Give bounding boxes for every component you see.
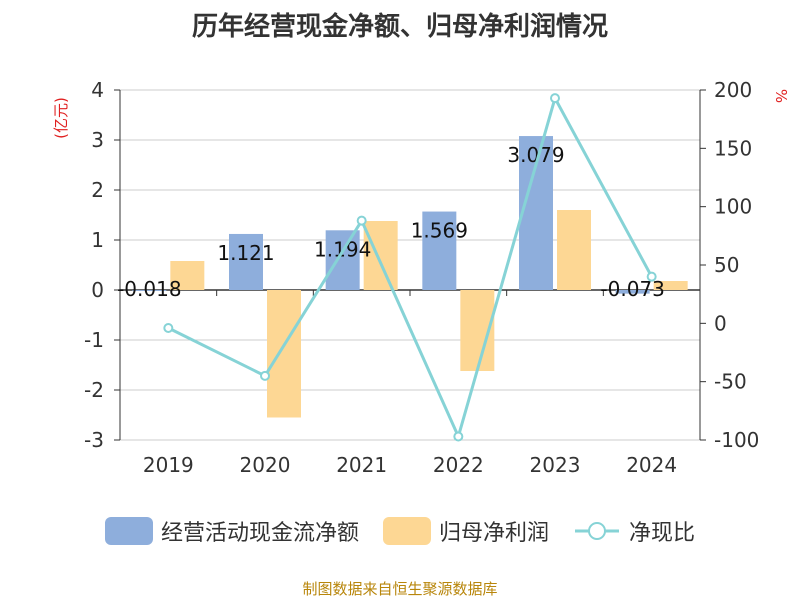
- point-ratio: [163, 323, 174, 333]
- y-left-tick-label: 3: [91, 128, 104, 152]
- data-label-cash: -0.018: [117, 277, 181, 301]
- y-right-tick-label: 150: [714, 136, 752, 160]
- x-tick-label: 2021: [336, 453, 387, 477]
- y-right-tick-label: 100: [714, 195, 752, 219]
- legend-swatch-ratio: [575, 522, 619, 540]
- bar-cash: [325, 230, 360, 290]
- bar-profit: [267, 290, 301, 418]
- data-label-cash: 1.569: [411, 219, 468, 243]
- data-label-cash: -0.073: [600, 277, 664, 301]
- y-left-tick-label: -1: [84, 328, 104, 352]
- bar-profit: [557, 210, 591, 290]
- legend-item-ratio[interactable]: 净现比: [573, 515, 695, 547]
- y-left-tick-label: -2: [84, 378, 104, 402]
- x-tick-label: 2022: [433, 453, 484, 477]
- point-ratio: [356, 215, 367, 226]
- chart-title: 历年经营现金净额、归母净利润情况: [191, 12, 608, 42]
- y-left-tick-label: 2: [91, 178, 104, 202]
- y-left-axis-label: (亿元): [52, 97, 70, 139]
- y-right-tick-label: 200: [714, 78, 752, 102]
- y-left-tick-label: -3: [84, 428, 104, 452]
- legend: 经营活动现金流净额 归母净利润 净现比: [0, 515, 800, 547]
- source-note: 制图数据来自恒生聚源数据库: [302, 580, 498, 598]
- x-tick-label: 2019: [143, 453, 194, 477]
- legend-swatch-cash: [104, 517, 153, 545]
- bar-cash: [229, 233, 263, 290]
- y-right-tick-label: 0: [714, 311, 727, 335]
- point-ratio: [260, 370, 270, 381]
- bar-profit: [363, 221, 398, 290]
- x-tick-label: 2024: [626, 453, 677, 477]
- point-ratio: [646, 271, 657, 282]
- y-left-tick-label: 0: [91, 278, 104, 302]
- bar-cash: [132, 290, 167, 291]
- bar-cash: [422, 211, 457, 290]
- point-ratio: [550, 93, 560, 104]
- legend-label-cash: 经营活动现金流净额: [160, 521, 359, 546]
- y-right-tick-label: 50: [714, 253, 739, 277]
- bar-cash: [615, 290, 650, 294]
- legend-item-cash[interactable]: 经营活动现金流净额: [104, 515, 359, 547]
- legend-label-ratio: 净现比: [629, 521, 696, 546]
- bar-profit: [653, 281, 688, 290]
- point-ratio: [453, 431, 464, 442]
- line-ratio: [167, 94, 653, 441]
- y-right-tick-label: -100: [714, 428, 759, 452]
- y-left-tick-label: 1: [91, 228, 104, 252]
- legend-label-profit: 归母净利润: [438, 521, 549, 546]
- data-label-cash: 1.121: [217, 241, 274, 265]
- y-left-tick-label: 4: [91, 78, 104, 102]
- x-tick-label: 2023: [530, 453, 581, 477]
- bar-profit: [170, 261, 205, 290]
- x-tick-label: 2020: [240, 453, 291, 477]
- legend-swatch-profit: [382, 517, 431, 545]
- y-right-tick-label: -50: [714, 370, 747, 394]
- legend-item-profit[interactable]: 归母净利润: [382, 515, 549, 547]
- y-right-axis-label: %: [772, 89, 790, 103]
